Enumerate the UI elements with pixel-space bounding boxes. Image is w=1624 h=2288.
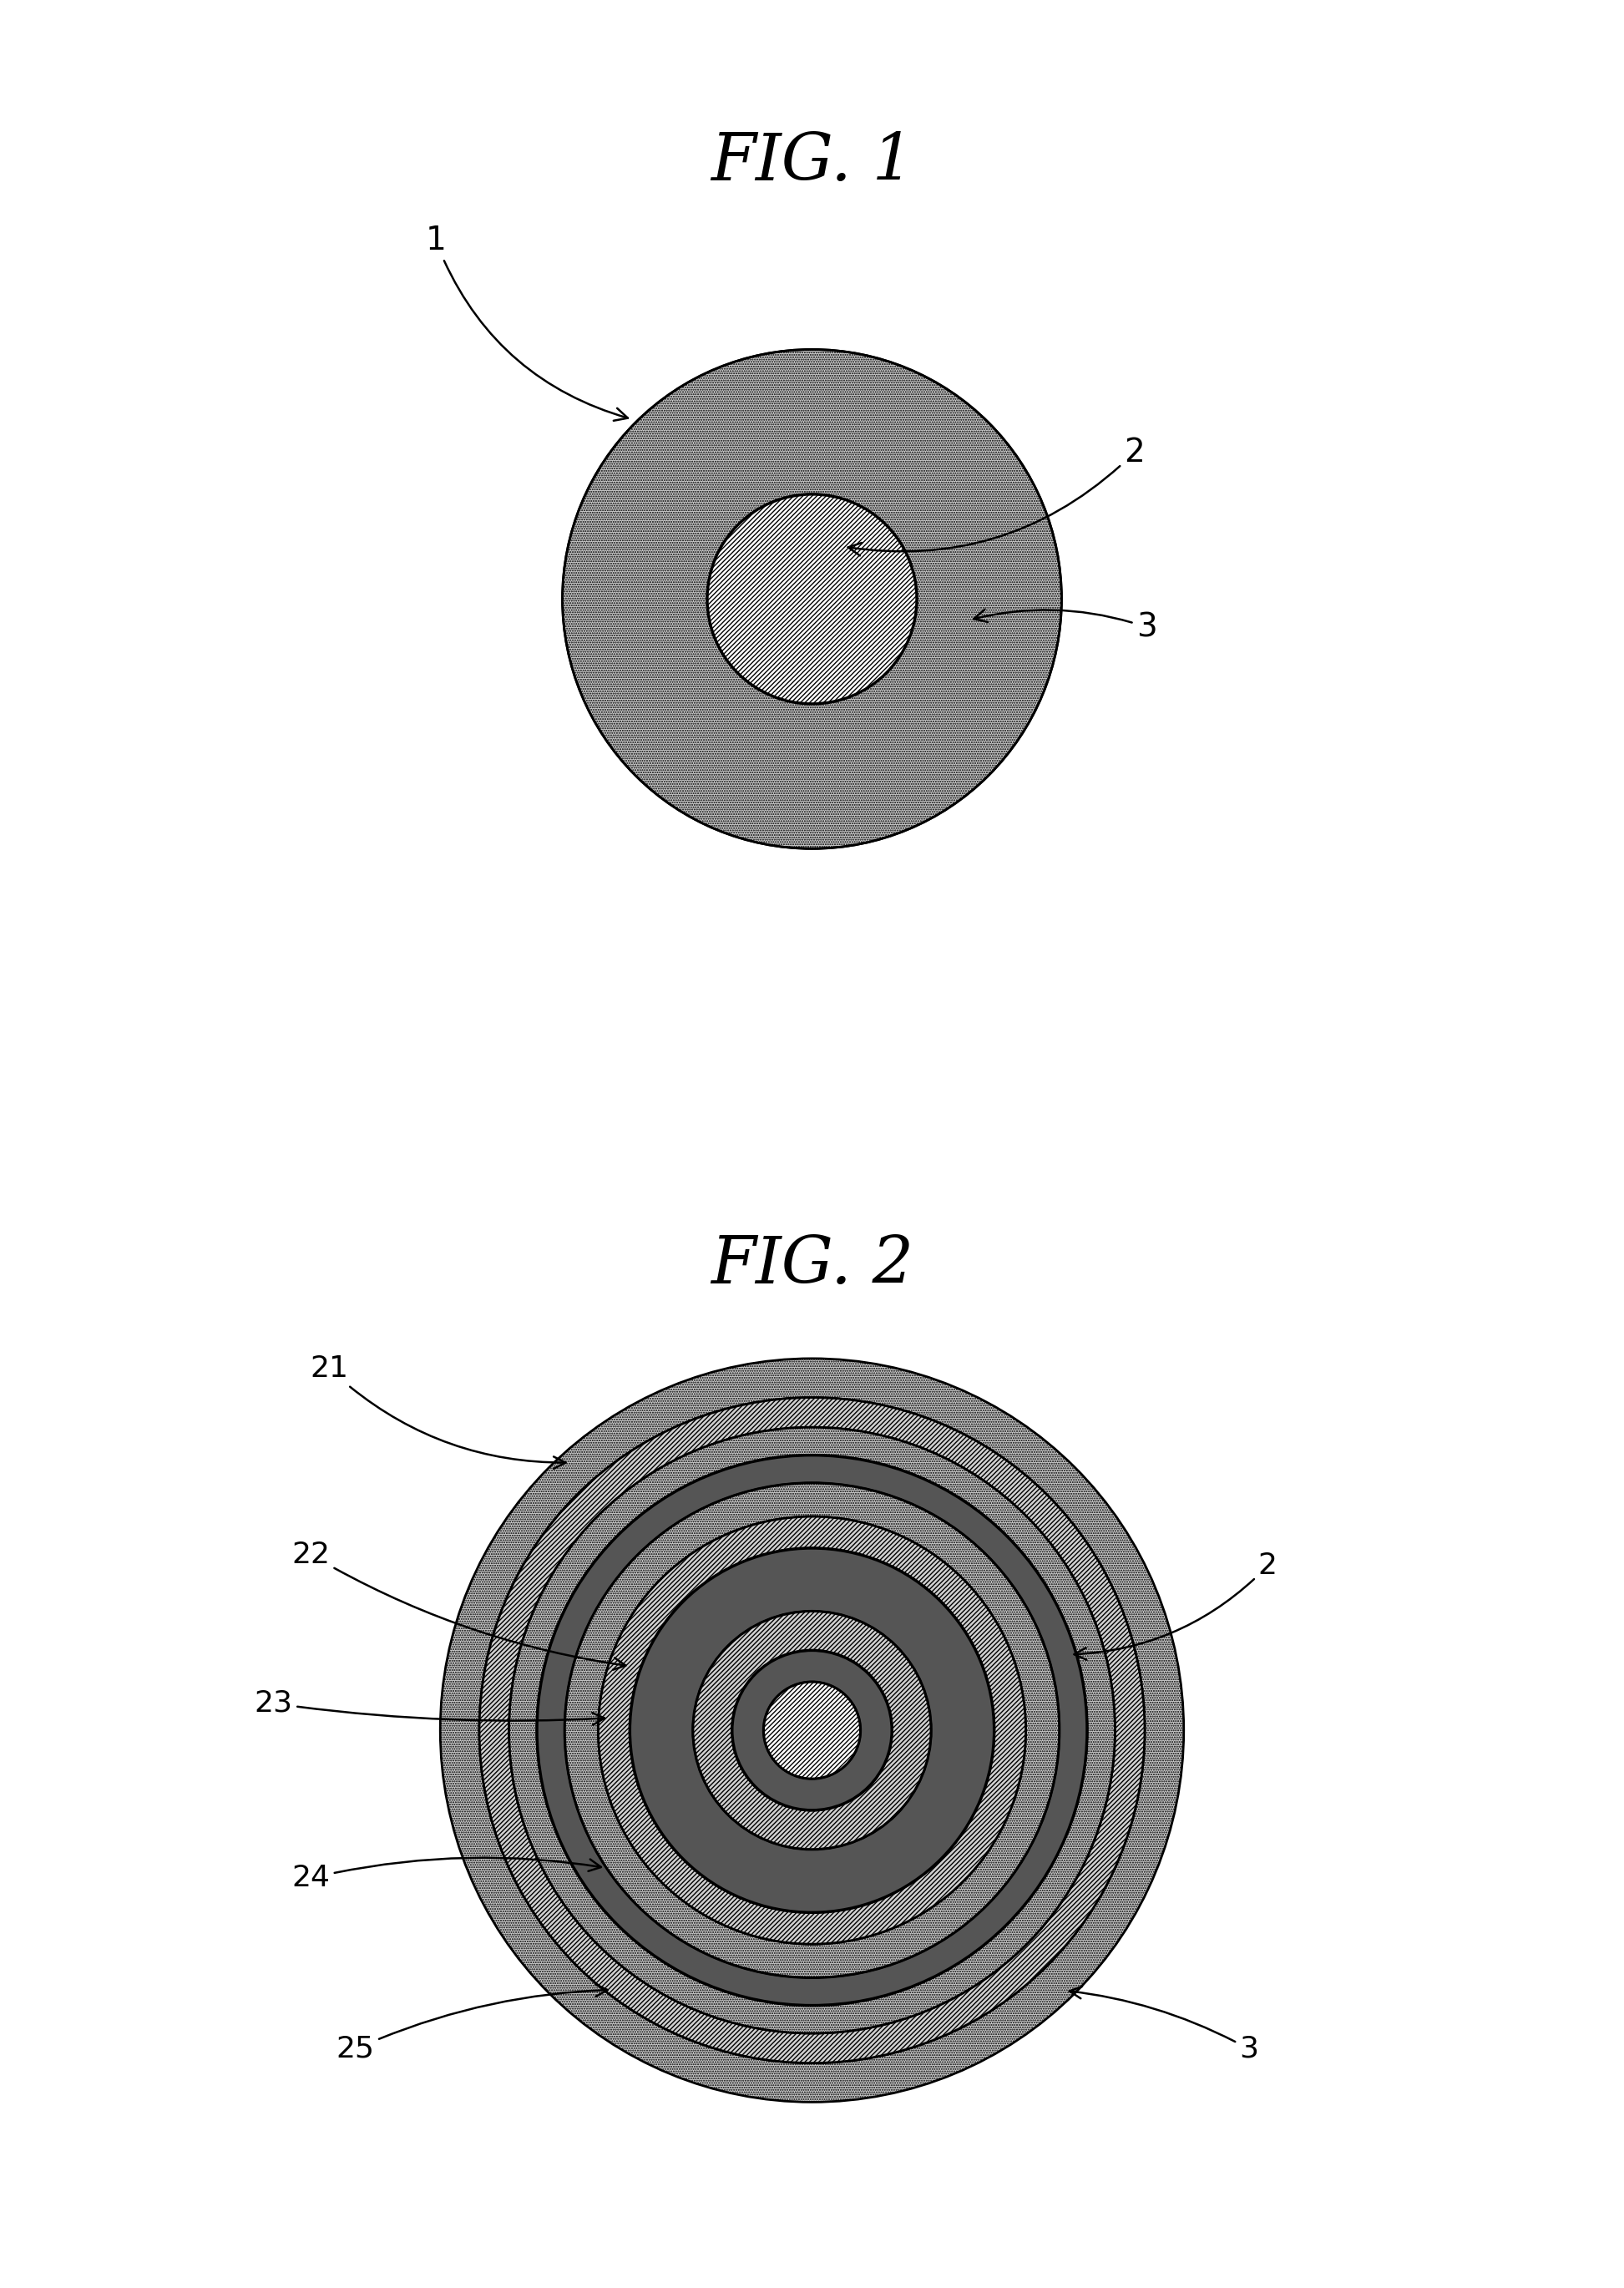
Circle shape [706,494,918,705]
Text: 1: 1 [425,224,628,421]
Circle shape [508,1428,1116,2034]
Circle shape [479,1398,1145,2064]
Circle shape [763,1682,861,1778]
Circle shape [763,1682,861,1778]
Text: 2: 2 [1073,1551,1278,1659]
Circle shape [440,1359,1184,2103]
Text: FIG. 2: FIG. 2 [711,1233,913,1297]
Circle shape [479,1398,1145,2064]
Text: 25: 25 [336,1984,607,2064]
Circle shape [732,1650,892,1810]
Circle shape [598,1517,1026,1945]
Circle shape [565,1483,1059,1977]
Circle shape [693,1611,931,1849]
Circle shape [565,1483,1059,1977]
Text: 21: 21 [310,1354,565,1469]
Text: 2: 2 [848,437,1145,556]
Circle shape [562,350,1062,849]
Text: 23: 23 [255,1689,604,1725]
Text: 24: 24 [292,1858,601,1892]
Circle shape [538,1455,1086,2004]
Circle shape [630,1549,994,1913]
Text: 22: 22 [292,1540,625,1670]
Text: 3: 3 [1070,1986,1259,2064]
Circle shape [508,1428,1116,2034]
Circle shape [598,1517,1026,1945]
Circle shape [693,1611,931,1849]
Text: FIG. 1: FIG. 1 [711,130,913,194]
Circle shape [630,1549,994,1913]
Circle shape [538,1455,1086,2004]
Circle shape [732,1650,892,1810]
Text: 3: 3 [974,609,1158,643]
